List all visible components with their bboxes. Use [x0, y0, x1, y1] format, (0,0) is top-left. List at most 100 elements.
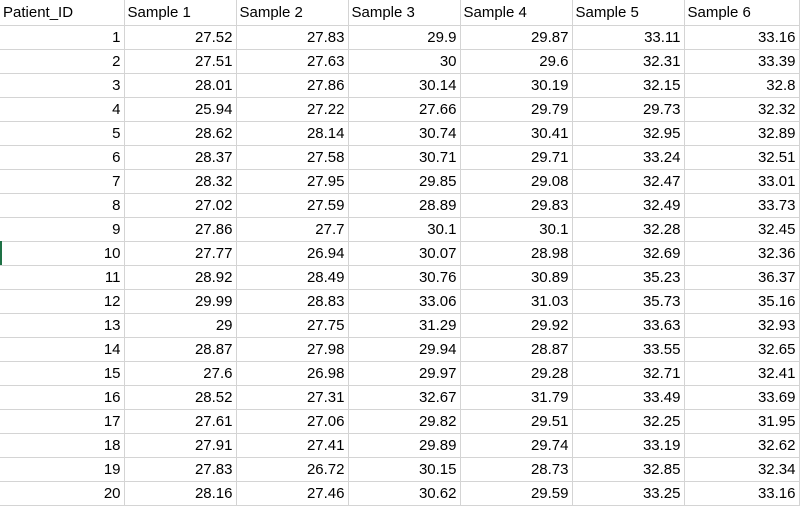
- column-header-cell[interactable]: Sample 2: [236, 0, 349, 26]
- sample-value-cell[interactable]: 32.49: [572, 193, 685, 218]
- sample-value-cell[interactable]: 27.46: [236, 481, 349, 506]
- sample-value-cell[interactable]: 29.92: [460, 313, 573, 338]
- sample-value-cell[interactable]: 33.39: [684, 49, 800, 74]
- patient-id-cell[interactable]: 10: [0, 241, 125, 266]
- sample-value-cell[interactable]: 27.86: [236, 73, 349, 98]
- sample-value-cell[interactable]: 30.14: [348, 73, 461, 98]
- sample-value-cell[interactable]: 28.87: [124, 337, 237, 362]
- column-header-cell[interactable]: Sample 6: [684, 0, 800, 26]
- sample-value-cell[interactable]: 27.51: [124, 49, 237, 74]
- sample-value-cell[interactable]: 27.91: [124, 433, 237, 458]
- sample-value-cell[interactable]: 30.1: [348, 217, 461, 242]
- sample-value-cell[interactable]: 28.01: [124, 73, 237, 98]
- sample-value-cell[interactable]: 26.72: [236, 457, 349, 482]
- sample-value-cell[interactable]: 29.74: [460, 433, 573, 458]
- sample-value-cell[interactable]: 33.11: [572, 25, 685, 50]
- sample-value-cell[interactable]: 27.7: [236, 217, 349, 242]
- sample-value-cell[interactable]: 32.28: [572, 217, 685, 242]
- sample-value-cell[interactable]: 32.32: [684, 97, 800, 122]
- sample-value-cell[interactable]: 28.52: [124, 385, 237, 410]
- sample-value-cell[interactable]: 32.8: [684, 73, 800, 98]
- sample-value-cell[interactable]: 29.79: [460, 97, 573, 122]
- sample-value-cell[interactable]: 26.98: [236, 361, 349, 386]
- patient-id-cell[interactable]: 4: [0, 97, 125, 122]
- sample-value-cell[interactable]: 30.07: [348, 241, 461, 266]
- sample-value-cell[interactable]: 30.62: [348, 481, 461, 506]
- sample-value-cell[interactable]: 33.73: [684, 193, 800, 218]
- sample-value-cell[interactable]: 28.14: [236, 121, 349, 146]
- sample-value-cell[interactable]: 32.69: [572, 241, 685, 266]
- sample-value-cell[interactable]: 30.15: [348, 457, 461, 482]
- sample-value-cell[interactable]: 28.73: [460, 457, 573, 482]
- sample-value-cell[interactable]: 36.37: [684, 265, 800, 290]
- sample-value-cell[interactable]: 31.95: [684, 409, 800, 434]
- sample-value-cell[interactable]: 33.69: [684, 385, 800, 410]
- sample-value-cell[interactable]: 29.87: [460, 25, 573, 50]
- sample-value-cell[interactable]: 29.89: [348, 433, 461, 458]
- sample-value-cell[interactable]: 27.95: [236, 169, 349, 194]
- column-header-cell[interactable]: Sample 1: [124, 0, 237, 26]
- sample-value-cell[interactable]: 28.92: [124, 265, 237, 290]
- sample-value-cell[interactable]: 27.75: [236, 313, 349, 338]
- sample-value-cell[interactable]: 35.16: [684, 289, 800, 314]
- patient-id-cell[interactable]: 11: [0, 265, 125, 290]
- sample-value-cell[interactable]: 27.02: [124, 193, 237, 218]
- sample-value-cell[interactable]: 33.16: [684, 25, 800, 50]
- sample-value-cell[interactable]: 33.25: [572, 481, 685, 506]
- patient-id-cell[interactable]: 15: [0, 361, 125, 386]
- sample-value-cell[interactable]: 35.73: [572, 289, 685, 314]
- sample-value-cell[interactable]: 31.29: [348, 313, 461, 338]
- sample-value-cell[interactable]: 27.52: [124, 25, 237, 50]
- patient-id-cell[interactable]: 3: [0, 73, 125, 98]
- sample-value-cell[interactable]: 27.58: [236, 145, 349, 170]
- sample-value-cell[interactable]: 33.55: [572, 337, 685, 362]
- patient-id-cell[interactable]: 14: [0, 337, 125, 362]
- sample-value-cell[interactable]: 32.51: [684, 145, 800, 170]
- column-header-cell[interactable]: Sample 5: [572, 0, 685, 26]
- sample-value-cell[interactable]: 30.71: [348, 145, 461, 170]
- sample-value-cell[interactable]: 33.24: [572, 145, 685, 170]
- patient-id-cell[interactable]: 13: [0, 313, 125, 338]
- sample-value-cell[interactable]: 30.89: [460, 265, 573, 290]
- sample-value-cell[interactable]: 28.98: [460, 241, 573, 266]
- sample-value-cell[interactable]: 27.98: [236, 337, 349, 362]
- sample-value-cell[interactable]: 32.65: [684, 337, 800, 362]
- patient-id-cell[interactable]: 5: [0, 121, 125, 146]
- sample-value-cell[interactable]: 32.31: [572, 49, 685, 74]
- sample-value-cell[interactable]: 29.6: [460, 49, 573, 74]
- sample-value-cell[interactable]: 29.83: [460, 193, 573, 218]
- sample-value-cell[interactable]: 32.15: [572, 73, 685, 98]
- patient-id-cell[interactable]: 2: [0, 49, 125, 74]
- patient-id-cell[interactable]: 18: [0, 433, 125, 458]
- sample-value-cell[interactable]: 33.06: [348, 289, 461, 314]
- sample-value-cell[interactable]: 29.99: [124, 289, 237, 314]
- patient-id-cell[interactable]: 12: [0, 289, 125, 314]
- patient-id-cell[interactable]: 1: [0, 25, 125, 50]
- column-header-cell[interactable]: Patient_ID: [0, 0, 125, 26]
- sample-value-cell[interactable]: 32.45: [684, 217, 800, 242]
- patient-id-cell[interactable]: 9: [0, 217, 125, 242]
- sample-value-cell[interactable]: 28.87: [460, 337, 573, 362]
- sample-value-cell[interactable]: 32.85: [572, 457, 685, 482]
- sample-value-cell[interactable]: 29.73: [572, 97, 685, 122]
- sample-value-cell[interactable]: 31.03: [460, 289, 573, 314]
- sample-value-cell[interactable]: 32.93: [684, 313, 800, 338]
- sample-value-cell[interactable]: 32.47: [572, 169, 685, 194]
- sample-value-cell[interactable]: 32.25: [572, 409, 685, 434]
- sample-value-cell[interactable]: 32.89: [684, 121, 800, 146]
- sample-value-cell[interactable]: 29.97: [348, 361, 461, 386]
- sample-value-cell[interactable]: 28.83: [236, 289, 349, 314]
- column-header-cell[interactable]: Sample 4: [460, 0, 573, 26]
- sample-value-cell[interactable]: 29.85: [348, 169, 461, 194]
- sample-value-cell[interactable]: 29.28: [460, 361, 573, 386]
- sample-value-cell[interactable]: 27.77: [124, 241, 237, 266]
- sample-value-cell[interactable]: 30.41: [460, 121, 573, 146]
- sample-value-cell[interactable]: 29: [124, 313, 237, 338]
- patient-id-cell[interactable]: 17: [0, 409, 125, 434]
- sample-value-cell[interactable]: 26.94: [236, 241, 349, 266]
- sample-value-cell[interactable]: 32.41: [684, 361, 800, 386]
- sample-value-cell[interactable]: 27.66: [348, 97, 461, 122]
- sample-value-cell[interactable]: 30.74: [348, 121, 461, 146]
- patient-id-cell[interactable]: 16: [0, 385, 125, 410]
- sample-value-cell[interactable]: 27.63: [236, 49, 349, 74]
